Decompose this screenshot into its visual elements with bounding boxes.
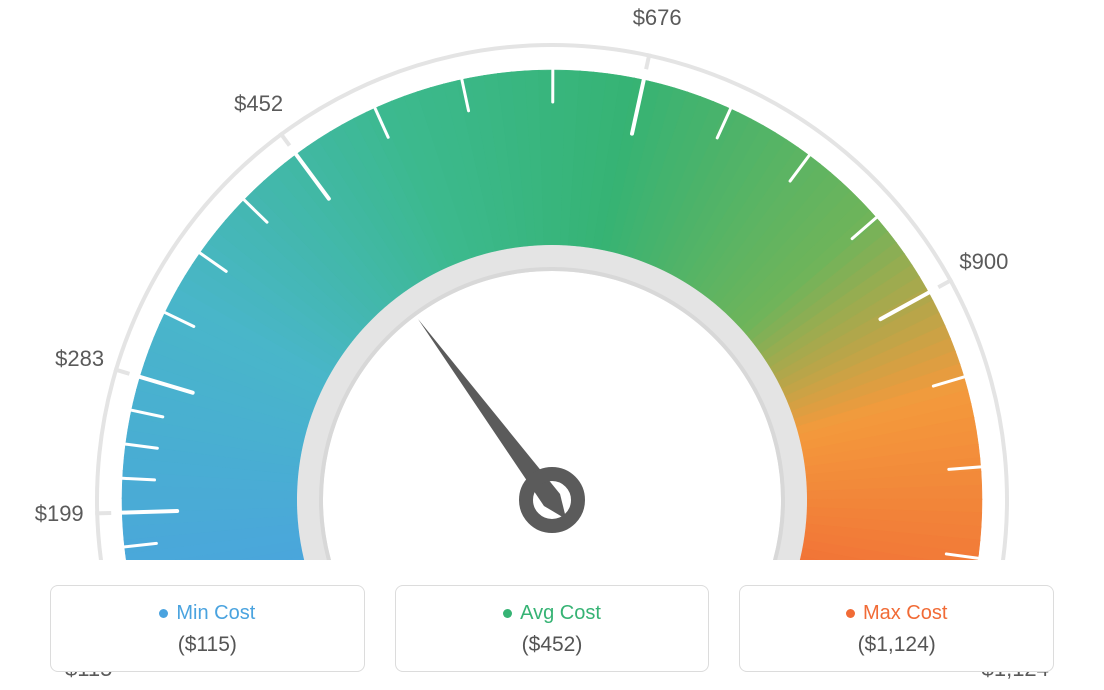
legend-title-avg: Avg Cost (503, 602, 601, 625)
legend-card-min: Min Cost ($115) (50, 585, 365, 672)
legend-label-min: Min Cost (176, 602, 255, 625)
gauge-svg (0, 0, 1104, 560)
legend-title-max: Max Cost (846, 602, 947, 625)
tick-label: $900 (959, 249, 1008, 275)
legend-card-max: Max Cost ($1,124) (739, 585, 1054, 672)
legend-label-avg: Avg Cost (520, 602, 601, 625)
legend-label-max: Max Cost (863, 602, 947, 625)
legend-card-avg: Avg Cost ($452) (395, 585, 710, 672)
legend-dot-max (846, 609, 855, 618)
legend-value-max: ($1,124) (750, 633, 1043, 657)
tick-label: $283 (55, 346, 104, 372)
needle (418, 319, 566, 519)
tick-label: $199 (35, 501, 84, 527)
legend-value-avg: ($452) (406, 633, 699, 657)
legend-row: Min Cost ($115) Avg Cost ($452) Max Cost… (50, 585, 1054, 672)
tick-label: $676 (633, 5, 682, 31)
legend-dot-avg (503, 609, 512, 618)
legend-title-min: Min Cost (159, 602, 255, 625)
legend-value-min: ($115) (61, 633, 354, 657)
tick-label: $452 (234, 91, 283, 117)
gauge-container: $115$199$283$452$676$900$1,124 (0, 0, 1104, 560)
legend-dot-min (159, 609, 168, 618)
